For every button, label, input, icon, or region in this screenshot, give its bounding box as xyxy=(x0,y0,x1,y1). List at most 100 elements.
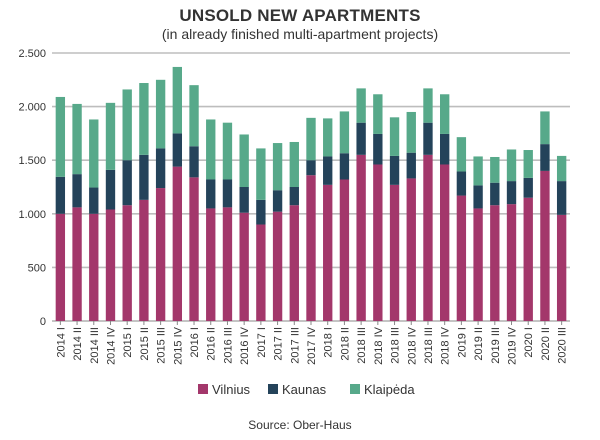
bar-segment-vilnius xyxy=(256,224,266,321)
bar-segment-klaipėda xyxy=(272,143,283,191)
bar-segment-kaunas xyxy=(406,152,416,179)
bar-segment-kaunas xyxy=(206,179,216,209)
x-tick-label: 2014 I xyxy=(55,327,67,358)
x-tick-label: 2018 III xyxy=(356,327,368,364)
bar-segment-klaipėda xyxy=(306,117,316,161)
bar-segment-kaunas xyxy=(72,174,82,208)
bars xyxy=(55,66,567,321)
bar-segment-vilnius xyxy=(490,205,500,321)
legend: Vilnius Kaunas Klaipėda xyxy=(198,382,415,397)
x-axis: 2014 I 2014 II 2014 III 2014 IV 2015 I 2015 I… xyxy=(55,321,569,365)
bar-segment-vilnius xyxy=(239,212,249,321)
bar-segment-vilnius xyxy=(306,175,316,321)
bar-segment-kaunas xyxy=(356,122,366,155)
bar-segment-klaipėda xyxy=(289,141,299,187)
bar-segment-vilnius xyxy=(55,213,66,321)
legend-label: Klaipėda xyxy=(364,382,415,397)
bar-segment-kaunas xyxy=(389,155,400,185)
x-tick-label: 2017 IV xyxy=(306,326,318,365)
bar-segment-klaipėda xyxy=(490,156,500,183)
chart-subtitle: (in already finished multi-apartment pro… xyxy=(161,26,439,42)
x-tick-label: 2015 III xyxy=(156,327,168,364)
bar-segment-vilnius xyxy=(172,166,183,321)
x-tick-label: 2016 IV xyxy=(239,326,251,365)
x-tick-label: 2020 I xyxy=(523,327,535,358)
bar-segment-klaipėda xyxy=(456,137,467,172)
bar-segment-klaipėda xyxy=(189,85,199,147)
x-tick-label: 2017 III xyxy=(289,327,301,364)
bar-segment-vilnius xyxy=(473,208,483,321)
bar-segment-vilnius xyxy=(289,205,299,321)
bar-segment-vilnius xyxy=(72,207,82,321)
bar-segment-klaipėda xyxy=(89,119,99,188)
bar-segment-vilnius xyxy=(556,214,567,321)
bar-segment-vilnius xyxy=(406,178,416,321)
y-tick-label: 1.500 xyxy=(18,155,46,167)
gridlines xyxy=(52,52,570,322)
x-tick-label: 2016 II xyxy=(206,327,218,361)
x-tick-label: 2015 IV xyxy=(172,326,184,365)
x-tick-label: 2019 IV xyxy=(507,326,519,365)
bar-segment-kaunas xyxy=(506,181,517,205)
bar-segment-kaunas xyxy=(172,133,183,167)
bar-segment-kaunas xyxy=(373,133,383,165)
x-tick-label: 2019 III xyxy=(490,327,502,364)
bar-segment-vilnius xyxy=(272,211,283,321)
bar-segment-klaipėda xyxy=(389,117,400,156)
x-tick-label: 2015 I xyxy=(122,327,134,358)
bar-segment-vilnius xyxy=(506,204,517,321)
bar-segment-klaipėda xyxy=(155,79,166,149)
bar-segment-kaunas xyxy=(523,177,533,198)
x-tick-label: 2020 II xyxy=(540,327,552,361)
bar-segment-vilnius xyxy=(139,199,149,321)
x-tick-label: 2019 I xyxy=(456,327,468,358)
bar-segment-kaunas xyxy=(122,160,132,206)
legend-label: Vilnius xyxy=(212,382,251,397)
x-tick-label: 2016 III xyxy=(222,327,234,364)
bar-segment-kaunas xyxy=(323,156,333,185)
bar-segment-vilnius xyxy=(122,205,132,321)
bar-segment-vilnius xyxy=(339,179,350,321)
x-tick-label: 2020 III xyxy=(557,327,569,364)
bar-segment-vilnius xyxy=(206,208,216,321)
legend-swatch xyxy=(350,384,360,394)
y-tick-label: 2.500 xyxy=(18,48,46,60)
chart-title: UNSOLD NEW APARTMENTS xyxy=(179,6,421,25)
bar-segment-klaipėda xyxy=(356,88,366,123)
y-tick-label: 500 xyxy=(28,262,46,274)
bar-segment-klaipėda xyxy=(206,119,216,180)
x-tick-label: 2018 IV xyxy=(406,326,418,365)
bar-segment-vilnius xyxy=(155,188,166,321)
bar-segment-kaunas xyxy=(256,199,266,225)
bar-segment-kaunas xyxy=(189,146,199,178)
y-tick-label: 1.000 xyxy=(18,209,46,221)
bar-segment-kaunas xyxy=(490,182,500,206)
bar-segment-klaipėda xyxy=(172,66,183,134)
bar-segment-klaipėda xyxy=(323,118,333,157)
bar-segment-kaunas xyxy=(289,187,299,206)
bar-segment-klaipėda xyxy=(423,88,433,123)
bar-segment-kaunas xyxy=(540,144,550,171)
bar-segment-kaunas xyxy=(105,169,116,210)
legend-swatch xyxy=(198,384,208,394)
bar-segment-kaunas xyxy=(473,185,483,209)
bar-segment-kaunas xyxy=(439,133,450,165)
x-tick-label: 2018 III xyxy=(390,327,402,364)
bar-segment-klaipėda xyxy=(439,94,450,134)
legend-swatch xyxy=(268,384,278,394)
x-tick-label: 2014 III xyxy=(89,327,101,364)
bar-segment-kaunas xyxy=(222,179,233,208)
bar-segment-kaunas xyxy=(306,160,316,176)
bar-segment-vilnius xyxy=(373,164,383,321)
bar-segment-kaunas xyxy=(89,187,99,214)
bar-segment-klaipėda xyxy=(239,134,249,187)
bar-segment-klaipėda xyxy=(72,103,82,175)
bar-segment-klaipėda xyxy=(523,150,533,178)
x-tick-label: 2018 III xyxy=(423,327,435,364)
bar-segment-vilnius xyxy=(523,197,533,321)
bar-segment-klaipėda xyxy=(339,111,350,154)
bar-segment-kaunas xyxy=(55,176,66,214)
x-tick-label: 2018 IV xyxy=(440,326,452,365)
bar-segment-klaipėda xyxy=(222,122,233,180)
bar-segment-kaunas xyxy=(139,154,149,200)
